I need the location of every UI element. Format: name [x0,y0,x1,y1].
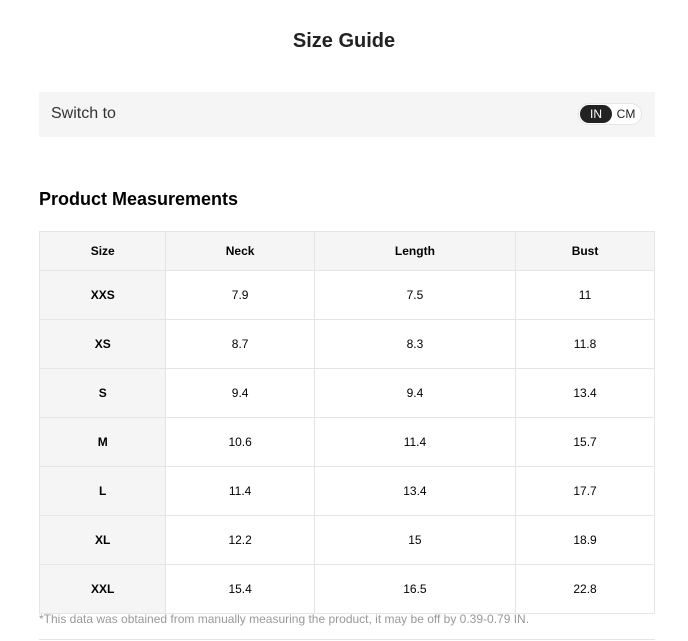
table-row: XXS 7.9 7.5 11 [38,270,655,320]
value-cell: 18.9 [515,515,655,565]
value-cell: 15.4 [165,564,315,614]
table-row: XL 12.2 15 18.9 [38,515,655,565]
value-cell: 11 [515,270,655,320]
value-cell: 8.7 [165,319,315,369]
measurement-note: *This data was obtained from manually me… [39,612,530,626]
value-cell: 11.4 [165,466,315,516]
size-cell: L [38,466,167,516]
column-header: Length [313,231,517,271]
table-row: XXL 15.4 16.5 22.8 [38,564,655,614]
value-cell: 22.8 [515,564,655,614]
value-cell: 7.5 [313,270,517,320]
unit-toggle[interactable]: IN CM [578,103,642,125]
page-title: Size Guide [292,30,396,52]
value-cell: 13.4 [313,466,517,516]
unit-switch-bar: Switch to IN CM [39,92,655,137]
value-cell: 9.4 [313,368,517,418]
column-header: Bust [515,231,655,271]
switch-label: Switch to [51,105,116,122]
measurements-table: Size Neck Length Bust XXS 7.9 7.5 11 XS 8.7 8.… [38,231,655,614]
value-cell: 11.8 [515,319,655,369]
table-row: S 9.4 9.4 13.4 [38,368,655,418]
table-row: XS 8.7 8.3 11.8 [38,319,655,369]
divider [39,639,655,640]
value-cell: 17.7 [515,466,655,516]
size-cell: XL [38,515,167,565]
size-cell: M [38,417,167,467]
value-cell: 10.6 [165,417,315,467]
value-cell: 8.3 [313,319,517,369]
value-cell: 13.4 [515,368,655,418]
value-cell: 11.4 [313,417,517,467]
column-header: Neck [165,231,315,271]
table-row: M 10.6 11.4 15.7 [38,417,655,467]
table-row: L 11.4 13.4 17.7 [38,466,655,516]
size-cell: XXL [38,564,167,614]
value-cell: 15 [313,515,517,565]
unit-option-in[interactable]: IN [580,105,612,123]
column-header: Size [38,231,167,271]
value-cell: 12.2 [165,515,315,565]
value-cell: 16.5 [313,564,517,614]
unit-option-cm[interactable]: CM [616,107,636,121]
value-cell: 7.9 [165,270,315,320]
size-cell: XS [38,319,167,369]
section-title: Product Measurements [39,189,239,209]
value-cell: 9.4 [165,368,315,418]
size-cell: XXS [38,270,167,320]
size-cell: S [38,368,167,418]
value-cell: 15.7 [515,417,655,467]
